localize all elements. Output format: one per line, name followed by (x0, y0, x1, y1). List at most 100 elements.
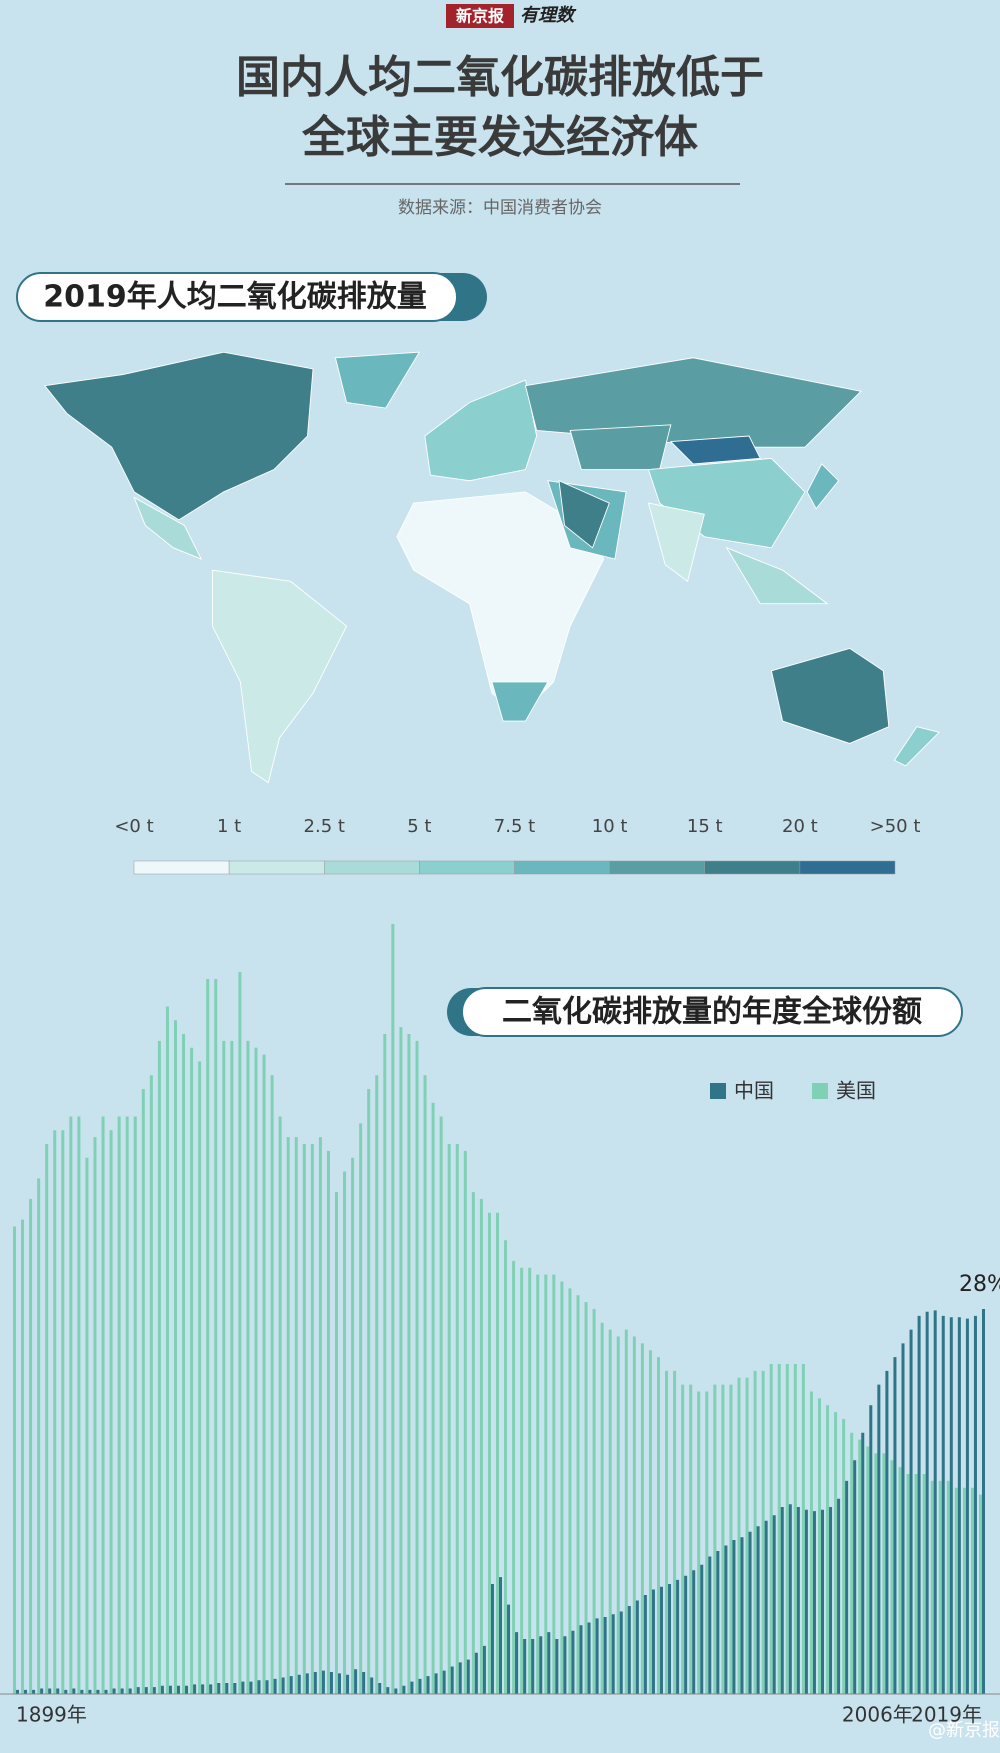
bar (29, 1199, 33, 1694)
legend-label: 10 t (592, 816, 628, 837)
bar (354, 1669, 358, 1694)
bar (96, 1689, 100, 1694)
legend-label: 1 t (217, 816, 241, 837)
china (647, 457, 806, 549)
bar (648, 1350, 652, 1694)
bar (289, 1676, 293, 1694)
bar (866, 1446, 870, 1694)
bar (793, 1364, 797, 1694)
bar (608, 1329, 612, 1694)
bar (313, 1672, 317, 1694)
bar (965, 1318, 969, 1694)
bar (471, 1192, 475, 1694)
bar (885, 1370, 889, 1694)
brand-box (446, 4, 514, 28)
southeast-asia (725, 546, 829, 605)
legend-label: 7.5 t (494, 816, 535, 837)
watermark: @新京报 (928, 1720, 1000, 1741)
logo: 有理数 (520, 5, 577, 26)
bar (359, 1123, 363, 1694)
bar (571, 1630, 575, 1694)
bar (769, 1364, 773, 1694)
bar (193, 1684, 197, 1694)
bar (399, 1027, 403, 1694)
bar (281, 1677, 285, 1694)
bar (88, 1689, 92, 1694)
bar (697, 1391, 701, 1694)
bar (785, 1364, 789, 1694)
india (647, 502, 705, 583)
bar (238, 972, 242, 1694)
bar (922, 1474, 926, 1694)
bar (938, 1480, 942, 1694)
bar (222, 1040, 226, 1694)
bar (673, 1370, 677, 1694)
bar (676, 1579, 680, 1694)
bar (230, 1040, 234, 1694)
bar (713, 1384, 717, 1694)
bar (297, 1674, 301, 1694)
bar (458, 1662, 462, 1694)
value-label: 28% (959, 1272, 1000, 1297)
mongolia (669, 435, 761, 465)
bar (455, 1144, 459, 1694)
bar (777, 1364, 781, 1694)
bar (729, 1384, 733, 1694)
bar (128, 1688, 132, 1694)
bar (487, 1212, 491, 1694)
bar (474, 1652, 478, 1694)
bar (463, 1150, 467, 1694)
bar (394, 1688, 398, 1694)
bar (310, 1144, 314, 1694)
bar (335, 1192, 338, 1694)
bar (117, 1116, 121, 1694)
legend-swatch (419, 860, 515, 875)
title-line: 国内人均二氧化碳排放低于 (236, 52, 764, 103)
bar (877, 1384, 881, 1694)
pill (461, 987, 963, 1037)
bar (482, 1645, 486, 1694)
bar (431, 1102, 435, 1694)
bar (69, 1116, 73, 1694)
bar (278, 1116, 282, 1694)
bar (407, 1034, 411, 1694)
bar (705, 1391, 709, 1694)
bar (217, 1683, 221, 1694)
bar (241, 1681, 245, 1694)
bar (391, 924, 395, 1694)
bar (499, 1577, 502, 1694)
legend-swatch (799, 860, 896, 875)
bar (740, 1537, 744, 1694)
bar (949, 1317, 953, 1694)
bar (273, 1678, 277, 1694)
bar (418, 1678, 422, 1694)
bar (249, 1681, 253, 1694)
bar (72, 1688, 76, 1694)
legend-label: >50 t (870, 816, 921, 837)
bar (716, 1551, 720, 1694)
brand: 新京报 (456, 7, 504, 26)
greenland (334, 351, 421, 409)
legend-label: 中国 (734, 1079, 774, 1103)
bar (842, 1419, 846, 1694)
legend-label: 美国 (836, 1079, 876, 1103)
bar (692, 1570, 696, 1694)
bar (512, 1260, 516, 1694)
bar (13, 1226, 16, 1694)
bar (547, 1632, 551, 1694)
bar (764, 1520, 768, 1694)
bar (563, 1636, 567, 1694)
bar (85, 1157, 89, 1694)
bar (93, 1137, 97, 1694)
world-map (43, 351, 940, 784)
map-title: 2019年人均二氧化碳排放量 (43, 280, 427, 315)
bar (80, 1689, 84, 1694)
bar (930, 1480, 934, 1694)
bar (214, 979, 218, 1694)
bar (531, 1639, 535, 1694)
bar (858, 1439, 862, 1694)
bar (201, 1684, 205, 1694)
bar (198, 1061, 202, 1694)
new-zealand (893, 726, 940, 767)
